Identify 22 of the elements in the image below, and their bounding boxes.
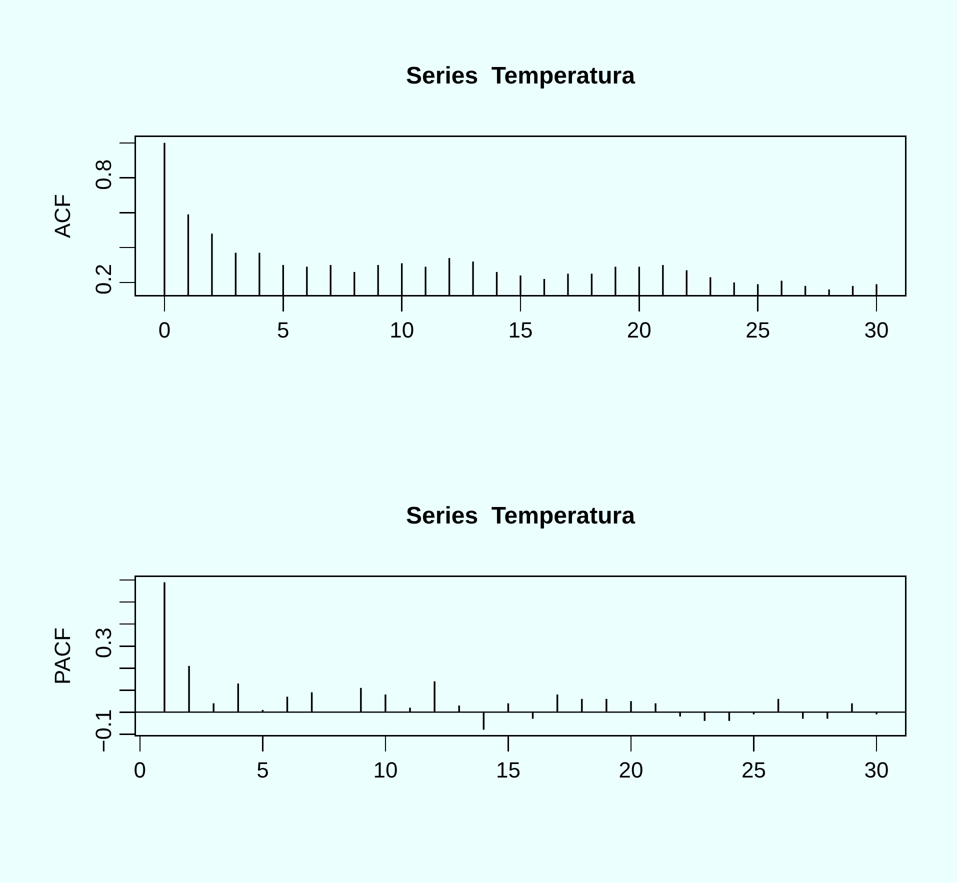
chart-title: Series Temperatura — [406, 62, 636, 90]
x-tick-label: 15 — [496, 758, 520, 783]
x-tick-label: 10 — [390, 318, 414, 343]
y-axis-title: PACF — [50, 627, 75, 685]
x-tick-label: 10 — [373, 758, 398, 783]
x-tick-label: 25 — [742, 758, 766, 783]
y-tick-label: −0.1 — [90, 709, 116, 753]
y-axis-title: ACF — [50, 194, 75, 238]
x-tick-label: 30 — [864, 318, 889, 343]
x-tick-label: 0 — [158, 318, 171, 343]
x-tick-label: 25 — [746, 318, 770, 343]
x-tick-label: 20 — [618, 758, 644, 783]
y-tick-label: 0.3 — [90, 628, 116, 658]
x-tick-label: 0 — [134, 758, 146, 783]
y-tick-label: 0.8 — [90, 159, 116, 190]
x-tick-label: 20 — [626, 318, 652, 343]
y-tick-label: 0.2 — [90, 264, 116, 294]
x-tick-label: 5 — [256, 758, 269, 783]
x-tick-label: 5 — [277, 318, 290, 343]
x-tick-label: 30 — [864, 758, 889, 783]
x-tick-label: 15 — [508, 318, 533, 343]
chart-title: Series Temperatura — [406, 502, 636, 530]
